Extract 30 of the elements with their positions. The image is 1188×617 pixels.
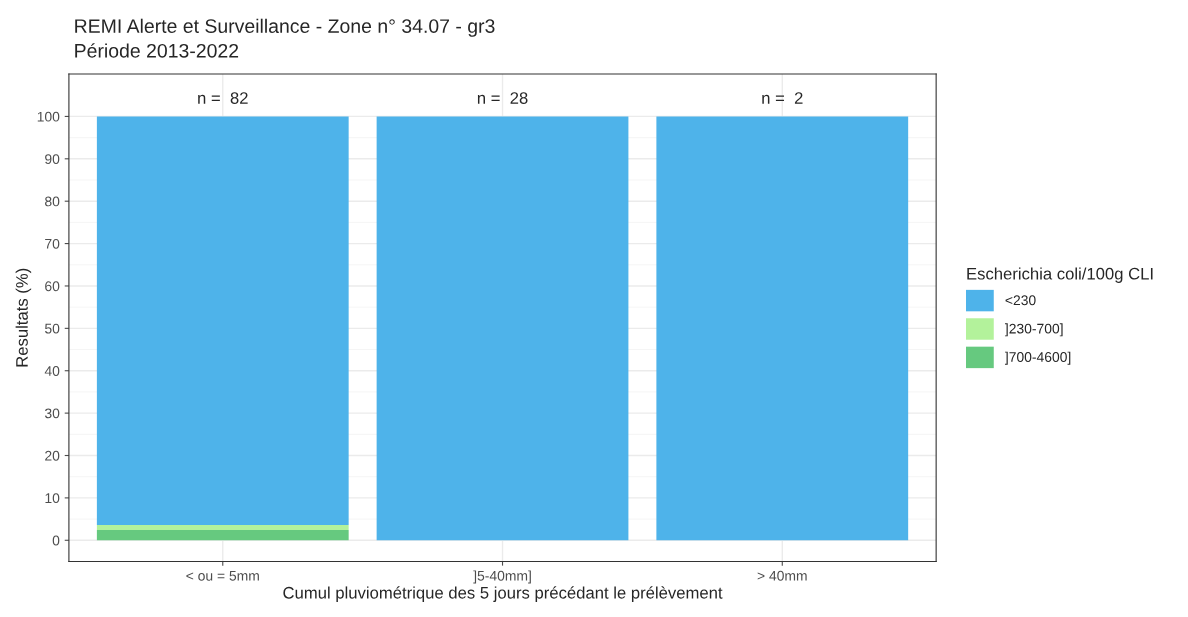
y-tick-label: 70 — [45, 238, 60, 249]
legend-label: ]700-4600] — [1004, 351, 1071, 365]
bar — [96, 530, 349, 541]
x-tick-label: < ou = 5mm — [186, 571, 259, 581]
bar — [96, 525, 349, 531]
y-tick-label: 40 — [44, 366, 60, 376]
bar — [96, 116, 349, 526]
y-tick-label: 90 — [45, 154, 60, 164]
y-tick-label: 60 — [45, 281, 60, 292]
annotation: n = 2 — [762, 92, 803, 104]
chart-subtitle: Période 2013-2022 — [75, 43, 239, 58]
y-axis-title: Resultats (%) — [15, 268, 32, 367]
x-tick-label: > 40mm — [757, 570, 807, 581]
legend-label: ]230-700] — [1004, 323, 1063, 337]
legend-label: <230 — [1005, 295, 1036, 306]
annotation: n = 82 — [198, 92, 248, 104]
annotation: n = 28 — [477, 92, 528, 104]
y-tick-label: 100 — [37, 111, 60, 122]
y-tick-label: 30 — [44, 408, 60, 419]
y-tick-label: 80 — [45, 196, 60, 207]
x-axis-title: Cumul pluviométrique des 5 jours précédant le prélèvement — [283, 586, 723, 602]
legend-title: Escherichia coli/100g CLI — [967, 267, 1153, 283]
y-tick-label: 50 — [44, 323, 60, 334]
bar — [656, 116, 909, 541]
y-tick-label: 20 — [45, 450, 60, 461]
y-tick-label: 10 — [45, 493, 60, 504]
x-tick-label: ]5-40mm] — [473, 570, 531, 584]
y-tick-label: 0 — [52, 535, 60, 546]
bar — [376, 116, 629, 541]
chart-title: REMI Alerte et Surveillance - Zone n° 34.07 - gr3 — [75, 18, 495, 37]
